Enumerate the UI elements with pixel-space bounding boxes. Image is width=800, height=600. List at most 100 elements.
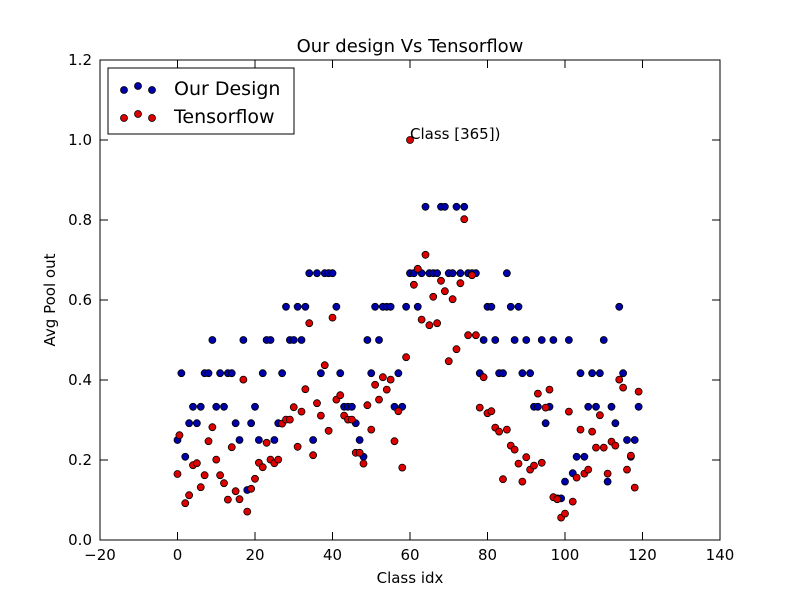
data-point (460, 215, 469, 224)
legend-marker (134, 82, 142, 90)
data-point (189, 402, 197, 411)
data-point (251, 474, 259, 483)
data-point (266, 336, 275, 344)
data-point (293, 442, 302, 451)
data-point (561, 509, 569, 518)
data-point (355, 448, 364, 457)
data-point (185, 419, 194, 428)
data-point (425, 321, 434, 330)
data-point (394, 369, 403, 378)
data-point (192, 419, 201, 428)
data-point (347, 415, 356, 424)
data-point (510, 336, 519, 344)
data-point (471, 331, 480, 340)
data-point (456, 279, 465, 288)
data-point (316, 369, 325, 378)
data-point (301, 385, 310, 394)
data-point (592, 402, 600, 411)
data-point (491, 336, 500, 344)
data-point (204, 437, 213, 446)
x-tick-label: 60 (400, 546, 419, 564)
data-point (537, 336, 546, 344)
data-point (316, 411, 325, 420)
data-point (475, 403, 484, 412)
data-point (289, 336, 298, 344)
y-tick-label: 0.4 (68, 371, 92, 389)
data-point (409, 280, 418, 289)
data-point (313, 269, 321, 278)
data-point (305, 269, 314, 278)
data-point (522, 336, 531, 344)
data-point (437, 276, 445, 285)
data-point (518, 477, 527, 486)
y-tick-label: 0.2 (68, 451, 92, 469)
legend-label: Tensorflow (173, 106, 275, 128)
data-point (328, 269, 337, 278)
data-point (254, 436, 263, 444)
data-point (363, 401, 372, 410)
data-point (270, 436, 279, 444)
data-point (495, 427, 504, 436)
data-point (223, 495, 232, 504)
legend-marker (148, 114, 156, 122)
data-point (588, 369, 597, 378)
data-point (398, 463, 407, 472)
data-point (227, 369, 236, 378)
data-point (522, 453, 531, 462)
data-point (332, 302, 341, 311)
data-point (336, 391, 345, 400)
data-point (196, 402, 205, 411)
data-point (367, 425, 376, 434)
data-point (274, 455, 283, 464)
data-point (576, 369, 585, 378)
data-point (220, 479, 228, 488)
data-point (216, 369, 225, 378)
data-point (452, 202, 461, 211)
data-point (421, 250, 430, 259)
data-point (506, 302, 515, 311)
data-point (541, 403, 550, 412)
x-tick-label: 140 (706, 546, 735, 564)
data-point (568, 497, 577, 506)
data-point (204, 369, 213, 378)
data-point (301, 302, 310, 311)
data-point (615, 302, 624, 311)
data-point (212, 402, 221, 411)
y-tick-label: 0.8 (68, 211, 92, 229)
data-point (514, 302, 523, 311)
data-point (413, 302, 422, 311)
data-point (282, 302, 290, 311)
data-point (382, 385, 391, 394)
data-point (595, 369, 604, 378)
data-point (630, 436, 639, 444)
data-point (429, 292, 438, 301)
data-point (421, 202, 430, 211)
y-tick-label: 1.2 (68, 51, 92, 69)
data-point (375, 336, 383, 344)
data-point (371, 302, 380, 311)
data-point (440, 287, 449, 296)
data-point (564, 336, 573, 344)
data-point (460, 202, 469, 211)
data-point (541, 419, 550, 428)
data-point (309, 436, 318, 444)
y-tick-label: 0.0 (68, 531, 92, 549)
data-point (235, 436, 244, 444)
data-point (394, 407, 403, 416)
data-point (309, 451, 318, 460)
data-point (212, 455, 221, 464)
data-point (468, 271, 476, 280)
data-point (634, 387, 643, 396)
x-tick-label: 40 (323, 546, 342, 564)
data-point (390, 437, 399, 446)
data-point (200, 471, 209, 480)
data-point (305, 319, 314, 328)
data-point (175, 431, 184, 440)
data-point (545, 385, 554, 394)
data-point (452, 345, 461, 354)
data-point (537, 458, 546, 467)
data-point (181, 452, 190, 461)
data-point (359, 459, 368, 468)
data-point (456, 269, 465, 278)
